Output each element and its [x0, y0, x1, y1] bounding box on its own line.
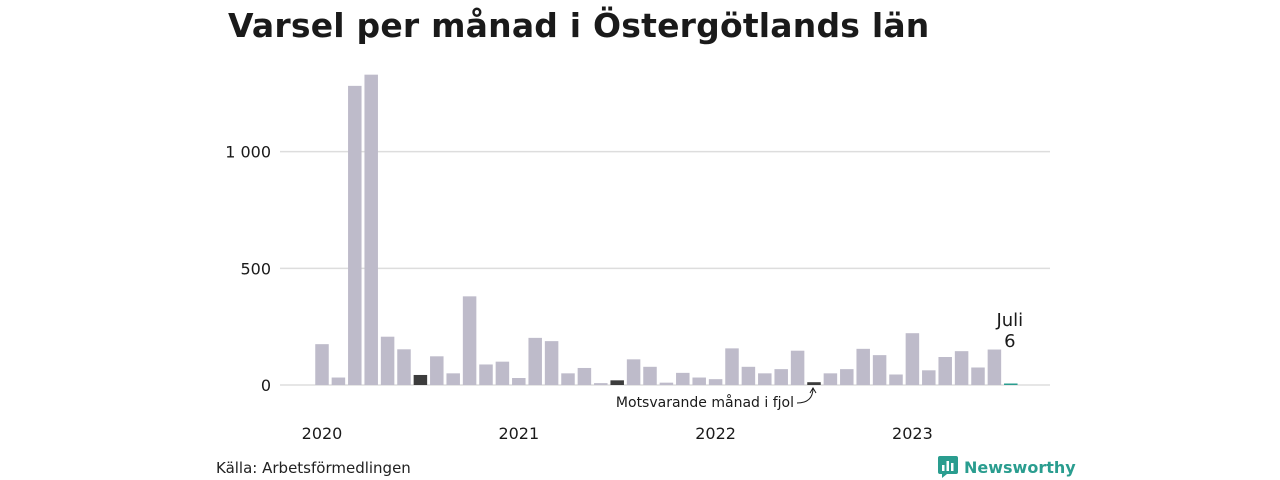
- last-year-annotation: Motsvarande månad i fjol: [616, 394, 794, 411]
- bar: [643, 366, 657, 385]
- bar: [741, 366, 756, 385]
- x-tick-label: 2023: [892, 424, 933, 443]
- x-tick-label: 2022: [695, 424, 736, 443]
- annotation-arrowhead: [809, 387, 817, 394]
- chart-title: Varsel per månad i Östergötlands län: [228, 6, 930, 45]
- bar: [905, 333, 920, 385]
- x-tick-label: 2021: [498, 424, 539, 443]
- bar: [315, 344, 329, 385]
- bar: [807, 382, 821, 385]
- bar: [528, 337, 542, 385]
- bar: [626, 359, 641, 385]
- bar: [1004, 383, 1018, 385]
- bar: [561, 373, 575, 385]
- bar: [840, 369, 854, 385]
- bar: [922, 370, 936, 385]
- bar: [495, 361, 510, 385]
- bar: [790, 350, 805, 385]
- bar: [413, 374, 428, 385]
- y-axis-labels: 0 500 1 000: [225, 143, 271, 395]
- bar: [708, 379, 723, 385]
- gridlines: [280, 150, 1050, 386]
- bar-chart: 0 500 1 000 2020 2021 2022 2023 Juli 6 Motsva…: [225, 74, 1050, 443]
- annotation-arrow: [796, 387, 814, 404]
- current-month-value: 6: [1004, 331, 1015, 352]
- bar: [725, 348, 739, 385]
- bar: [397, 349, 411, 385]
- bar: [479, 364, 493, 385]
- bar: [938, 357, 952, 385]
- y-tick-label: 500: [240, 259, 271, 278]
- bar: [692, 377, 706, 385]
- bar: [987, 349, 1002, 385]
- bar: [758, 373, 772, 385]
- brand-name: Newsworthy: [964, 457, 1076, 477]
- x-axis-labels: 2020 2021 2022 2023: [302, 424, 933, 443]
- bar: [659, 382, 674, 385]
- bar: [872, 355, 887, 385]
- x-tick-label: 2020: [302, 424, 343, 443]
- annotations: Juli 6 Motsvarande månad i fjol: [616, 310, 1023, 411]
- bar: [856, 348, 870, 385]
- current-month-label: Juli: [995, 310, 1023, 331]
- bar: [774, 369, 788, 385]
- bar: [889, 374, 903, 385]
- bar: [610, 380, 624, 385]
- bar: [676, 372, 690, 385]
- bar: [380, 336, 395, 385]
- bar: [954, 351, 969, 385]
- bar: [594, 383, 608, 385]
- y-tick-label: 0: [261, 376, 271, 395]
- bars: [315, 74, 1018, 386]
- brand-logo: Newsworthy: [938, 456, 1076, 478]
- bar: [430, 356, 444, 385]
- bar: [331, 377, 346, 385]
- bar: [823, 373, 838, 385]
- bar: [577, 367, 592, 385]
- bar: [462, 296, 477, 385]
- source-note: Källa: Arbetsförmedlingen: [216, 459, 411, 477]
- bar: [971, 367, 985, 385]
- bar: [446, 373, 460, 385]
- bar: [364, 74, 378, 386]
- y-tick-label: 1 000: [225, 143, 271, 162]
- bar: [512, 378, 526, 385]
- bar: [544, 341, 559, 385]
- bar: [348, 85, 362, 385]
- newsworthy-logo-icon: [938, 456, 958, 478]
